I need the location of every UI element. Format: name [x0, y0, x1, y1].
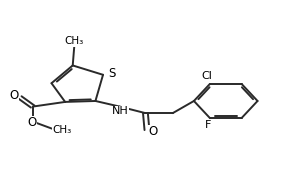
Text: O: O [148, 125, 158, 138]
Text: S: S [108, 67, 115, 80]
Text: CH₃: CH₃ [65, 36, 84, 46]
Text: F: F [205, 120, 211, 131]
Text: CH₃: CH₃ [52, 125, 72, 135]
Text: NH: NH [112, 106, 129, 116]
Text: O: O [27, 116, 36, 129]
Text: Cl: Cl [201, 71, 212, 82]
Text: O: O [10, 89, 19, 102]
